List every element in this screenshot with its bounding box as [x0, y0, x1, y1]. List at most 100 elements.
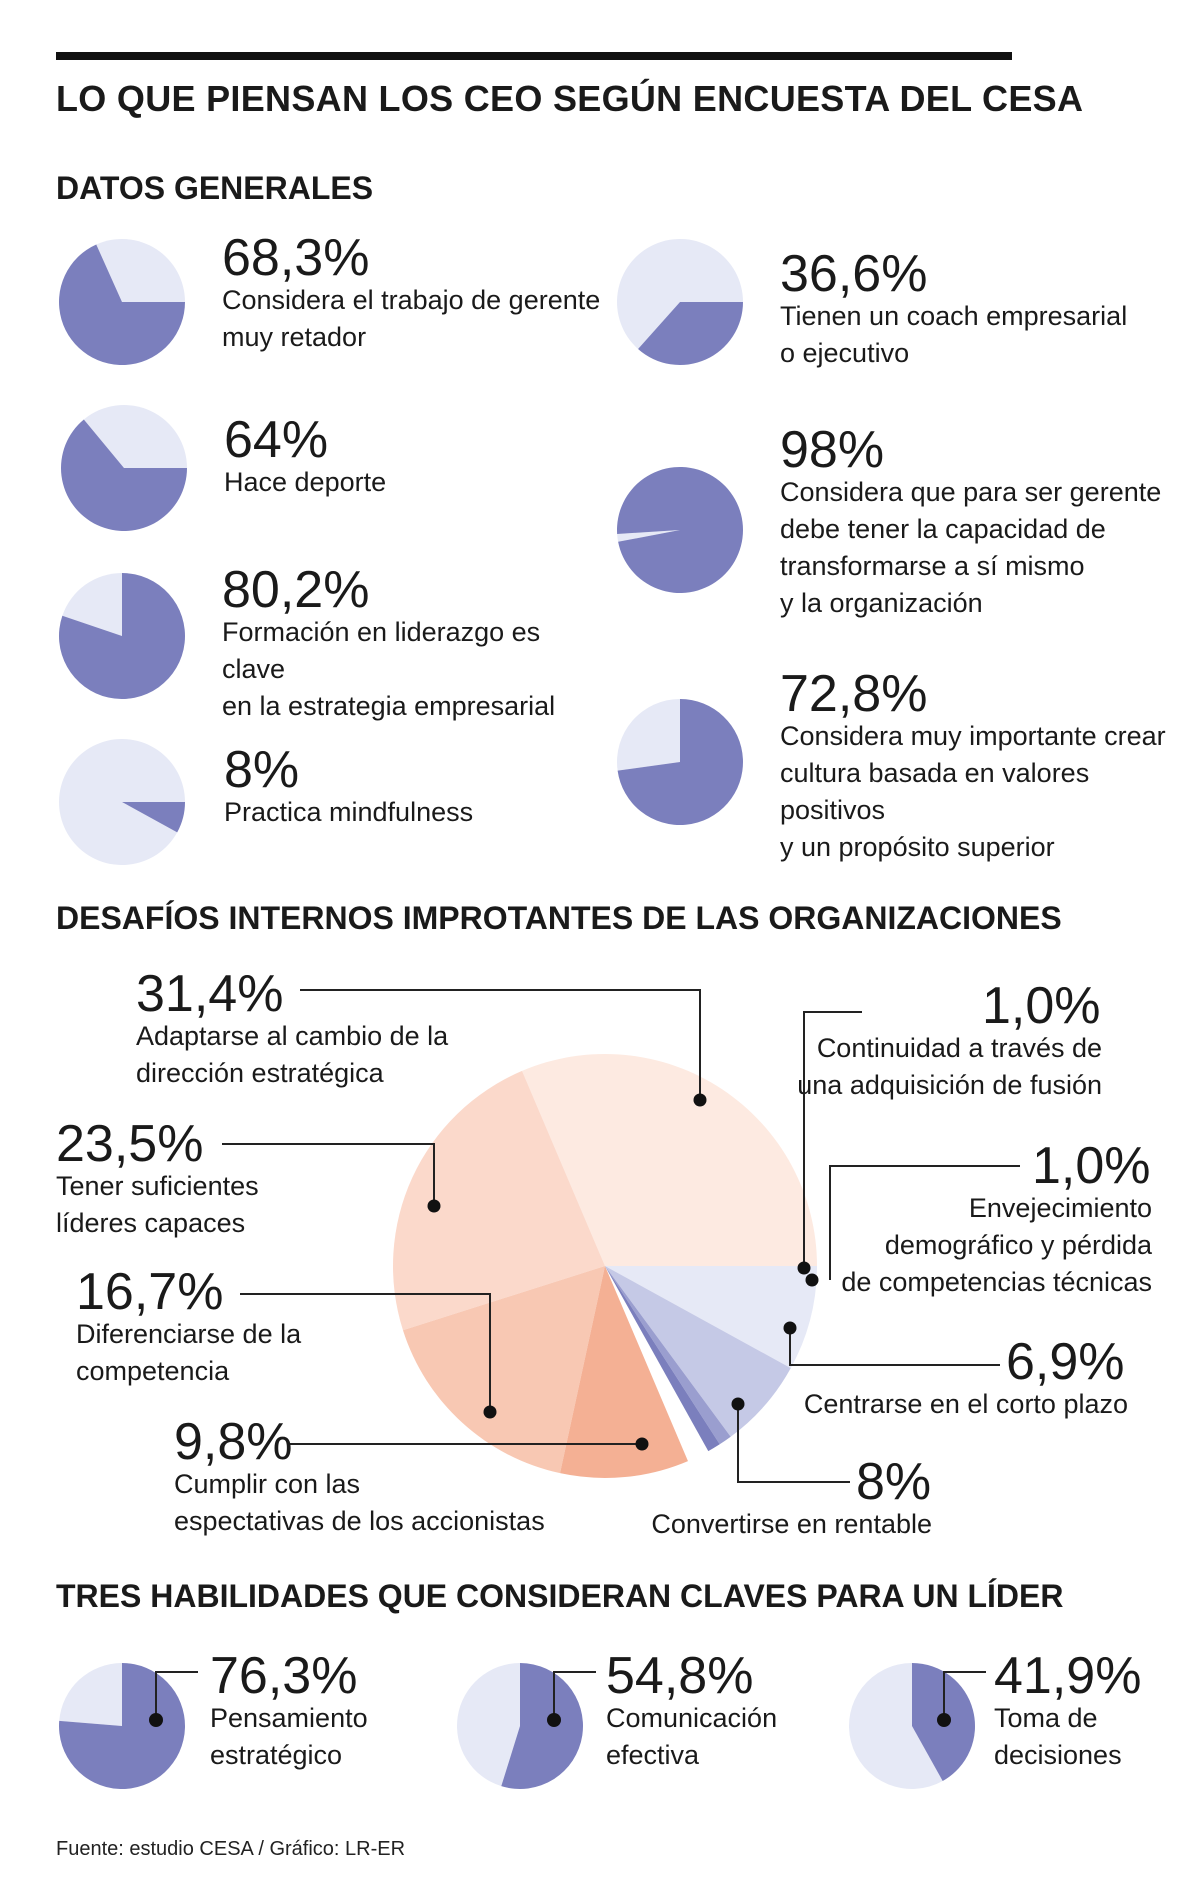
challenge-desc-6: Envejecimiento demográfico y pérdida de … [841, 1193, 1152, 1297]
skill-desc-1: Comunicación efectiva [606, 1703, 778, 1770]
skill-leader-dot-2 [937, 1713, 951, 1727]
challenge-slice-5 [605, 1266, 791, 1437]
leader-dot-2 [483, 1405, 497, 1419]
leader-line-5 [789, 1328, 1000, 1366]
skill-leader-line-2 [943, 1671, 986, 1720]
leader-line-0 [300, 989, 701, 1100]
leader-dot-4 [731, 1397, 745, 1411]
leader-line-2 [240, 1293, 491, 1412]
challenge-desc-1: Tener suficientes líderes capaces [56, 1171, 259, 1238]
skill-value-1: 54,8% [606, 1647, 754, 1705]
challenge-desc-5: Centrarse en el corto plazo [803, 1389, 1128, 1419]
top-rule [56, 52, 1012, 60]
desc-g0: Considera el trabajo de gerente muy reta… [222, 285, 601, 352]
source-note: Fuente: estudio CESA / Gráfico: LR-ER [56, 1838, 406, 1860]
pie-g0 [59, 239, 186, 365]
skill-leader-line-0 [155, 1671, 198, 1720]
s1-value [501, 1663, 583, 1789]
pie-g6 [617, 699, 743, 825]
challenge-value-3: 9,8% [174, 1413, 293, 1471]
skill-leader-dot-1 [547, 1713, 561, 1727]
g0-value [59, 244, 186, 365]
s0-value [59, 1663, 185, 1789]
skill-leader-dot-0 [149, 1713, 163, 1727]
page-title: LO QUE PIENSAN LOS CEO SEGÚN ENCUESTA DE… [56, 78, 1084, 119]
challenge-desc-0: Adaptarse al cambio de la dirección estr… [136, 1021, 449, 1088]
leader-line-1 [222, 1143, 435, 1206]
pie-g4 [617, 239, 743, 365]
leader-dot-1 [427, 1199, 441, 1213]
leader-dot-5 [783, 1321, 797, 1335]
leader-dot-3 [635, 1437, 649, 1451]
desc-g2: Formación en liderazgo es clave en la es… [222, 617, 556, 721]
challenges-pie [393, 1054, 817, 1478]
leader-line-6 [829, 1165, 1020, 1280]
value-label-g4: 36,6% [780, 245, 928, 303]
challenge-slice-2 [402, 1266, 605, 1474]
g2-rest [62, 573, 122, 636]
value-label-g5: 98% [780, 421, 885, 479]
challenge-value-1: 23,5% [56, 1115, 204, 1173]
pie-g1 [60, 405, 187, 531]
pie-g3 [58, 739, 185, 865]
desc-g6: Considera muy importante crear cultura b… [780, 721, 1166, 862]
value-label-g6: 72,8% [780, 665, 928, 723]
challenge-desc-4: Convertirse en rentable [651, 1509, 932, 1539]
challenge-slice-3 [560, 1266, 688, 1478]
section-challenges-title: DESAFÍOS INTERNOS IMPROTANTES DE LAS ORG… [56, 900, 1062, 936]
challenge-slice-1 [393, 1070, 605, 1331]
challenge-value-5: 6,9% [1006, 1333, 1125, 1391]
g5-value [617, 467, 743, 593]
g4-rest [617, 239, 743, 349]
challenge-value-4: 8% [856, 1453, 932, 1511]
desc-g3: Practica mindfulness [224, 797, 474, 827]
leader-dot-6 [805, 1273, 819, 1287]
challenge-desc-3: Cumplir con las espectativas de los acci… [174, 1469, 545, 1536]
skill-desc-0: Pensamiento estratégico [210, 1703, 368, 1770]
section-general-title: DATOS GENERALES [56, 170, 374, 206]
skill-leader-line-1 [553, 1671, 596, 1720]
leader-dot-7 [797, 1261, 811, 1275]
g5-rest [617, 530, 680, 542]
challenge-slice-4 [605, 1266, 817, 1369]
g1-value [60, 419, 187, 531]
pie-skill-1 [456, 1663, 583, 1789]
section-skills-title: TRES HABILIDADES QUE CONSIDERAN CLAVES P… [56, 1578, 1064, 1614]
pie-g2 [59, 573, 185, 699]
g2-value [59, 573, 185, 699]
skill-value-0: 76,3% [210, 1647, 358, 1705]
g1-rest [83, 405, 187, 468]
value-label-g2: 80,2% [222, 561, 370, 619]
skill-value-2: 41,9% [994, 1647, 1142, 1705]
value-label-g0: 68,3% [222, 229, 370, 287]
g3-value [122, 802, 185, 833]
leader-line-4 [737, 1404, 850, 1483]
value-label-g1: 64% [224, 411, 329, 469]
g3-rest [58, 739, 185, 865]
pie-g5 [617, 467, 743, 593]
challenge-value-7: 1,0% [982, 977, 1101, 1035]
challenge-slice-6 [605, 1266, 731, 1445]
desc-g4: Tienen un coach empresarial o ejecutivo [780, 301, 1128, 368]
g0-rest [96, 239, 185, 302]
challenge-value-0: 31,4% [136, 965, 284, 1023]
pie-skill-0 [59, 1663, 185, 1789]
challenge-desc-2: Diferenciarse de la competencia [76, 1319, 302, 1386]
challenge-slice-0 [522, 1054, 817, 1266]
g4-value [638, 302, 743, 365]
s0-rest [59, 1663, 122, 1726]
leader-line-7 [803, 1011, 862, 1270]
challenge-value-2: 16,7% [76, 1263, 224, 1321]
leader-dot-0 [693, 1093, 707, 1107]
g6-rest [617, 699, 680, 771]
skill-desc-2: Toma de decisiones [994, 1703, 1122, 1770]
value-label-g3: 8% [224, 741, 300, 799]
challenge-value-6: 1,0% [1032, 1137, 1151, 1195]
s1-rest [456, 1663, 520, 1787]
s2-rest [849, 1663, 943, 1789]
desc-g5: Considera que para ser gerente debe tene… [780, 477, 1162, 618]
challenge-slice-7 [605, 1266, 720, 1452]
desc-g1: Hace deporte [224, 467, 387, 497]
